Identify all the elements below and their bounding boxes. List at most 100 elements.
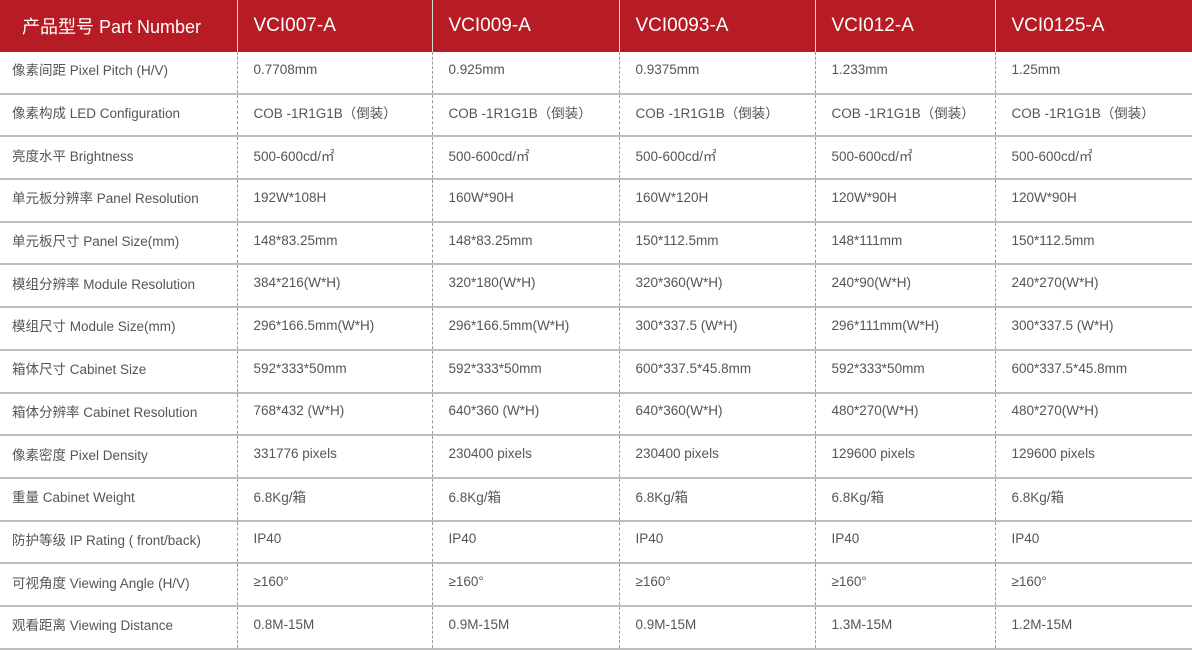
row-label: 像素构成 LED Configuration — [0, 93, 237, 138]
spec-value: 230400 pixels — [618, 435, 815, 479]
part-number-header: 产品型号 Part Number — [0, 0, 237, 52]
table-row: 箱体分辨率 Cabinet Resolution 768*432 (W*H) 640… — [0, 392, 1192, 437]
row-label: 单元板尺寸 Panel Size(mm) — [0, 221, 237, 266]
spec-value: 500-600cd/㎡ — [994, 136, 1192, 181]
spec-value: 320*180(W*H) — [431, 264, 619, 309]
spec-value: 0.9M-15M — [431, 605, 619, 650]
spec-value: IP40 — [618, 520, 815, 565]
spec-value: 129600 pixels — [814, 435, 995, 479]
spec-value: 129600 pixels — [994, 435, 1192, 479]
model-header: VCI012-A — [814, 0, 995, 52]
spec-value: 592*333*50mm — [236, 349, 432, 394]
spec-value: COB -1R1G1B（倒装） — [618, 93, 815, 138]
table-row: 像素构成 LED Configuration COB -1R1G1B（倒装） COB… — [0, 93, 1192, 138]
row-label: 像素密度 Pixel Density — [0, 435, 237, 479]
spec-value: 160W*120H — [618, 179, 815, 223]
header-row: 产品型号 Part Number VCI007-A VCI009-A VCI00… — [0, 0, 1192, 52]
spec-value: 1.2M-15M — [994, 605, 1192, 650]
table-row: 像素密度 Pixel Density 331776 pixels 230400 pi… — [0, 435, 1192, 479]
row-label: 模组尺寸 Module Size(mm) — [0, 307, 237, 351]
row-label: 模组分辨率 Module Resolution — [0, 264, 237, 309]
row-label: 箱体分辨率 Cabinet Resolution — [0, 392, 237, 437]
spec-value: 384*216(W*H) — [236, 264, 432, 309]
model-header: VCI0093-A — [618, 0, 815, 52]
table-row: 可视角度 Viewing Angle (H/V) ≥160° ≥160° ≥160° ≥… — [0, 563, 1192, 607]
spec-value: 500-600cd/㎡ — [814, 136, 995, 181]
spec-value: 120W*90H — [814, 179, 995, 223]
table-row: 像素间距 Pixel Pitch (H/V) 0.7708mm 0.925mm 0.9… — [0, 52, 1192, 95]
table-row: 箱体尺寸 Cabinet Size 592*333*50mm 592*333*50m… — [0, 349, 1192, 394]
spec-value: 150*112.5mm — [618, 221, 815, 266]
spec-value: 192W*108H — [236, 179, 432, 223]
row-label: 观看距离 Viewing Distance — [0, 605, 237, 650]
spec-value: 500-600cd/㎡ — [618, 136, 815, 181]
spec-value: ≥160° — [236, 563, 432, 607]
spec-value: IP40 — [431, 520, 619, 565]
table-row: 观看距离 Viewing Distance 0.8M-15M 0.9M-15M 0.9… — [0, 605, 1192, 650]
spec-value: COB -1R1G1B（倒装） — [431, 93, 619, 138]
spec-value: 1.25mm — [994, 52, 1192, 95]
spec-value: 1.3M-15M — [814, 605, 995, 650]
spec-value: COB -1R1G1B（倒装） — [236, 93, 432, 138]
model-header: VCI007-A — [236, 0, 432, 52]
spec-value: 600*337.5*45.8mm — [994, 349, 1192, 394]
spec-value: 0.9M-15M — [618, 605, 815, 650]
spec-value: 1.233mm — [814, 52, 995, 95]
table-row: 重量 Cabinet Weight 6.8Kg/箱 6.8Kg/箱 6.8Kg/箱 6.… — [0, 477, 1192, 522]
spec-value: 240*90(W*H) — [814, 264, 995, 309]
table-row: 单元板尺寸 Panel Size(mm) 148*83.25mm 148*83.25… — [0, 221, 1192, 266]
spec-value: 148*83.25mm — [431, 221, 619, 266]
spec-value: 0.8M-15M — [236, 605, 432, 650]
spec-value: 331776 pixels — [236, 435, 432, 479]
spec-value: 768*432 (W*H) — [236, 392, 432, 437]
spec-value: 148*83.25mm — [236, 221, 432, 266]
spec-value: ≥160° — [431, 563, 619, 607]
spec-value: 592*333*50mm — [814, 349, 995, 394]
spec-value: 148*111mm — [814, 221, 995, 266]
spec-value: 0.925mm — [431, 52, 619, 95]
spec-value: 6.8Kg/箱 — [814, 477, 995, 522]
spec-value: ≥160° — [814, 563, 995, 607]
spec-value: 480*270(W*H) — [994, 392, 1192, 437]
row-label: 可视角度 Viewing Angle (H/V) — [0, 563, 237, 607]
table-row: 亮度水平 Brightness 500-600cd/㎡ 500-600cd/㎡ 500… — [0, 136, 1192, 181]
row-label: 单元板分辨率 Panel Resolution — [0, 179, 237, 223]
spec-value: 6.8Kg/箱 — [618, 477, 815, 522]
spec-value: COB -1R1G1B（倒装） — [814, 93, 995, 138]
row-label: 重量 Cabinet Weight — [0, 477, 237, 522]
spec-value: 240*270(W*H) — [994, 264, 1192, 309]
table-row: 模组分辨率 Module Resolution 384*216(W*H) 320*1… — [0, 264, 1192, 309]
spec-value: 120W*90H — [994, 179, 1192, 223]
spec-value: 640*360 (W*H) — [431, 392, 619, 437]
spec-value: IP40 — [994, 520, 1192, 565]
spec-value: ≥160° — [618, 563, 815, 607]
table-row: 单元板分辨率 Panel Resolution 192W*108H 160W*90H… — [0, 179, 1192, 223]
spec-value: 6.8Kg/箱 — [994, 477, 1192, 522]
spec-value: 6.8Kg/箱 — [236, 477, 432, 522]
row-label: 亮度水平 Brightness — [0, 136, 237, 181]
spec-value: 480*270(W*H) — [814, 392, 995, 437]
table-row: 模组尺寸 Module Size(mm) 296*166.5mm(W*H) 296*… — [0, 307, 1192, 351]
spec-value: IP40 — [236, 520, 432, 565]
spec-value: 320*360(W*H) — [618, 264, 815, 309]
model-header: VCI0125-A — [994, 0, 1192, 52]
spec-value: 300*337.5 (W*H) — [994, 307, 1192, 351]
spec-value: 640*360(W*H) — [618, 392, 815, 437]
spec-value: 296*166.5mm(W*H) — [236, 307, 432, 351]
spec-value: IP40 — [814, 520, 995, 565]
row-label: 防护等级 IP Rating ( front/back) — [0, 520, 237, 565]
spec-value: ≥160° — [994, 563, 1192, 607]
spec-value: 500-600cd/㎡ — [431, 136, 619, 181]
spec-value: 296*166.5mm(W*H) — [431, 307, 619, 351]
spec-value: 296*111mm(W*H) — [814, 307, 995, 351]
spec-value: 0.7708mm — [236, 52, 432, 95]
spec-value: COB -1R1G1B（倒装） — [994, 93, 1192, 138]
spec-value: 230400 pixels — [431, 435, 619, 479]
spec-value: 500-600cd/㎡ — [236, 136, 432, 181]
spec-value: 150*112.5mm — [994, 221, 1192, 266]
spec-value: 160W*90H — [431, 179, 619, 223]
row-label: 箱体尺寸 Cabinet Size — [0, 349, 237, 394]
spec-value: 0.9375mm — [618, 52, 815, 95]
spec-value: 600*337.5*45.8mm — [618, 349, 815, 394]
